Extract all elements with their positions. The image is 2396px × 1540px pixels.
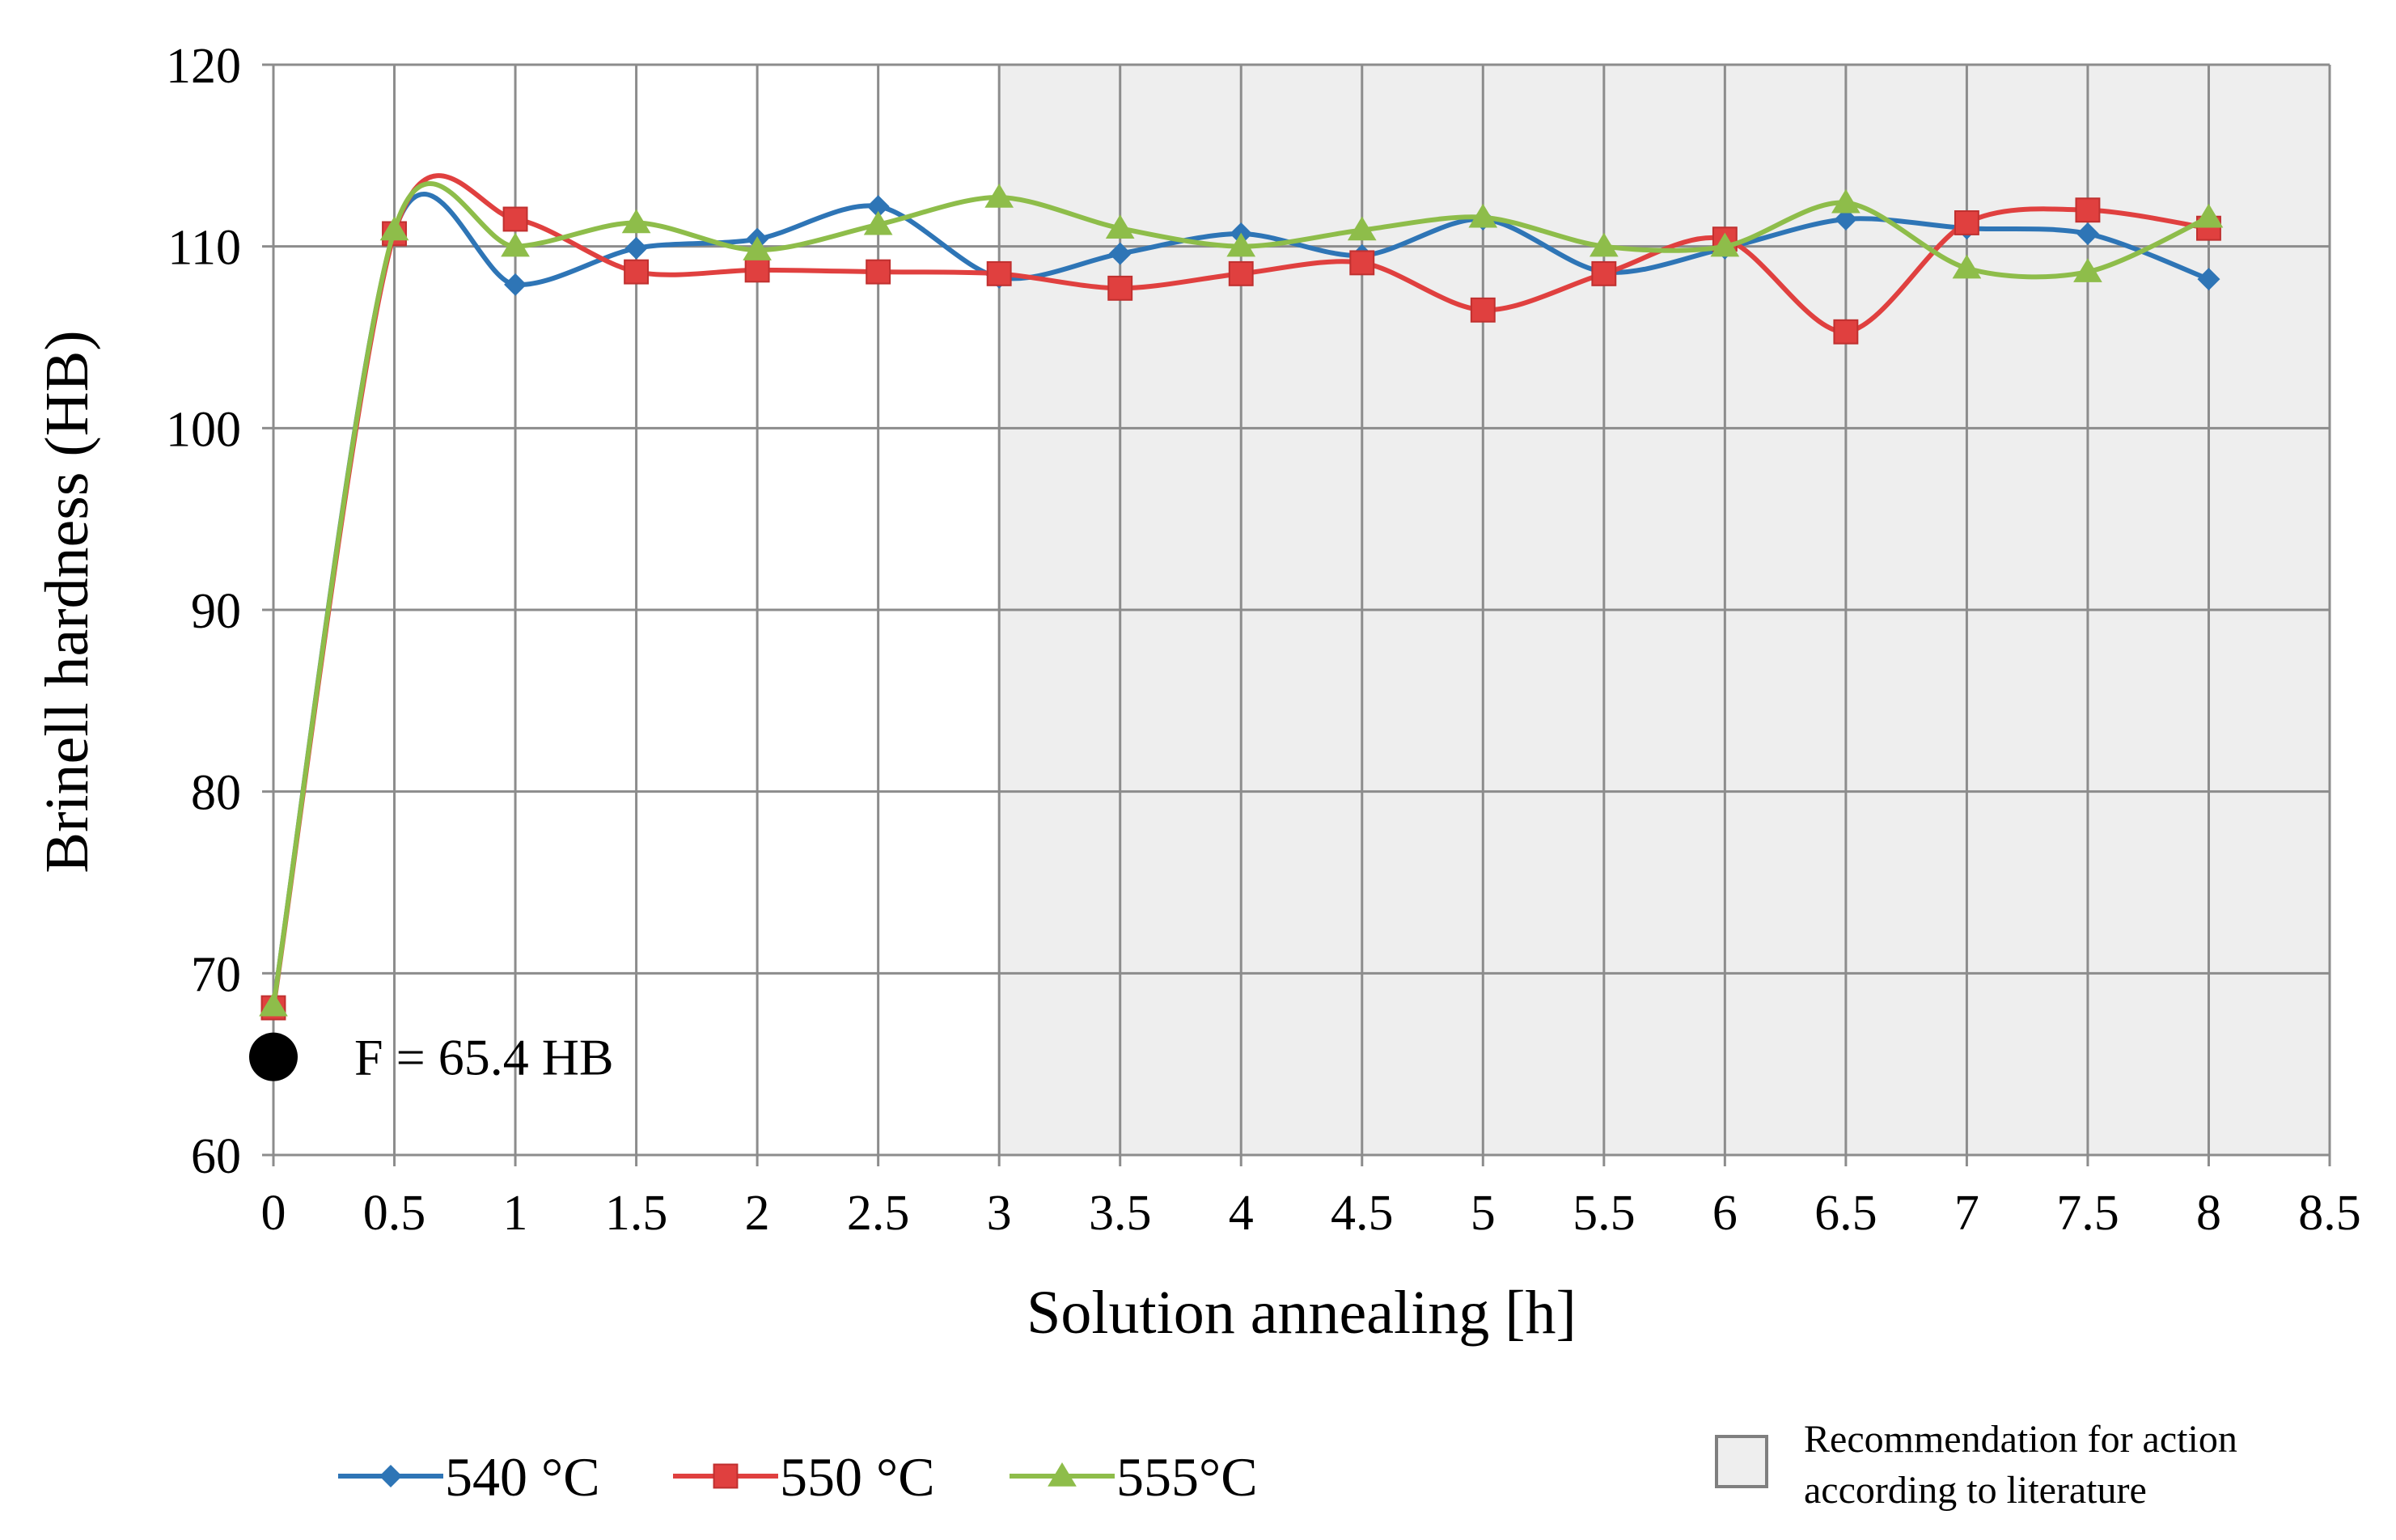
y-tick-label: 80: [191, 766, 241, 821]
legend-label: 540 °C: [445, 1446, 600, 1508]
x-tick-label: 6.5: [1814, 1186, 1877, 1241]
data-point: [259, 992, 288, 1017]
data-point: [1470, 297, 1496, 323]
data-point: [1107, 275, 1133, 301]
legend-item-shaded: Recommendation for action according to li…: [1715, 1418, 2237, 1512]
x-tick-label: 4: [1229, 1186, 1254, 1241]
x-tick-label: 7.5: [2056, 1186, 2119, 1241]
x-tick-label: 0: [261, 1186, 286, 1241]
data-point: [504, 273, 527, 296]
x-tick-label: 5.5: [1573, 1186, 1636, 1241]
x-tick-label: 6: [1712, 1186, 1738, 1241]
data-point: [1349, 250, 1375, 276]
data-point: [2076, 222, 2099, 245]
series-2: [259, 180, 2224, 1017]
legend-label: 550 °C: [780, 1446, 935, 1508]
data-point: [744, 257, 770, 283]
legend-swatch: [1715, 1435, 1768, 1488]
y-tick-label: 110: [167, 221, 241, 276]
data-point: [1589, 232, 1619, 257]
axes: 60 70 80 90 100 110 120 0 0.5 1 1.5 2 2.5 3 3.5 4 4.5 5 5.…: [166, 39, 2361, 1241]
data-point: [1954, 210, 1979, 235]
series-layer: [259, 173, 2224, 1021]
data-point: [1108, 242, 1132, 265]
legend-label: 555°C: [1116, 1446, 1258, 1508]
x-tick-label: 2: [745, 1186, 770, 1241]
x-tick-label: 7: [1954, 1186, 1979, 1241]
data-point: [379, 216, 409, 241]
data-point: [1468, 203, 1498, 228]
y-tick-label: 120: [166, 39, 241, 94]
data-point: [863, 210, 893, 235]
x-tick-label: 2.5: [847, 1186, 910, 1241]
x-tick-label: 1: [503, 1186, 528, 1241]
data-point: [866, 195, 890, 218]
y-tick-label: 90: [191, 584, 241, 639]
data-point: [743, 236, 772, 260]
x-tick-label: 3.5: [1089, 1186, 1152, 1241]
legend: 540 °C 550 °C 555°C Recommendation for acti…: [338, 1418, 2237, 1512]
legend-item-0: 540 °C: [338, 1446, 600, 1508]
data-point: [501, 232, 530, 257]
data-point: [1952, 254, 1982, 279]
y-tick-label: 100: [166, 402, 241, 457]
data-point: [2194, 203, 2224, 228]
x-tick-label: 0.5: [363, 1186, 426, 1241]
data-point: [624, 236, 648, 260]
data-point: [1105, 214, 1135, 239]
reference-label: F = 65.4 HB: [354, 1029, 614, 1086]
data-point: [1834, 207, 1857, 231]
y-tick-label: 70: [191, 947, 241, 1002]
y-axis-label: Brinell hardness (HB): [33, 330, 101, 873]
x-tick-label: 1.5: [605, 1186, 668, 1241]
reference-dot: [249, 1032, 298, 1081]
data-point: [2073, 258, 2102, 282]
data-point: [1831, 188, 1860, 214]
x-tick-label: 5: [1471, 1186, 1496, 1241]
x-tick-label: 8: [2196, 1186, 2221, 1241]
legend-item-2: 555°C: [1010, 1446, 1258, 1508]
data-point: [1833, 319, 1859, 345]
data-point: [621, 209, 651, 234]
legend-label: Recommendation for action: [1804, 1418, 2237, 1461]
legend-marker: [379, 1465, 402, 1487]
x-tick-label: 3: [987, 1186, 1012, 1241]
legend-marker: [1048, 1462, 1077, 1487]
data-point: [2197, 268, 2220, 291]
data-point: [986, 260, 1012, 286]
y-tick-label: 60: [191, 1129, 241, 1184]
data-point: [1347, 216, 1377, 241]
legend-item-1: 550 °C: [673, 1446, 935, 1508]
data-point: [624, 259, 650, 285]
reference-point: F = 65.4 HB: [249, 1029, 614, 1086]
data-point: [1228, 260, 1254, 286]
data-point: [1710, 232, 1740, 257]
x-axis-label: Solution annealing [h]: [1027, 1279, 1577, 1347]
data-point: [2075, 197, 2101, 223]
data-point: [984, 184, 1014, 208]
x-tick-label: 8.5: [2298, 1186, 2361, 1241]
data-point: [502, 206, 528, 232]
data-point: [1591, 260, 1617, 286]
data-point: [1226, 232, 1256, 257]
legend-label: according to literature: [1804, 1469, 2147, 1512]
data-point: [866, 259, 891, 285]
legend-marker: [713, 1463, 739, 1489]
x-tick-label: 4.5: [1331, 1186, 1394, 1241]
